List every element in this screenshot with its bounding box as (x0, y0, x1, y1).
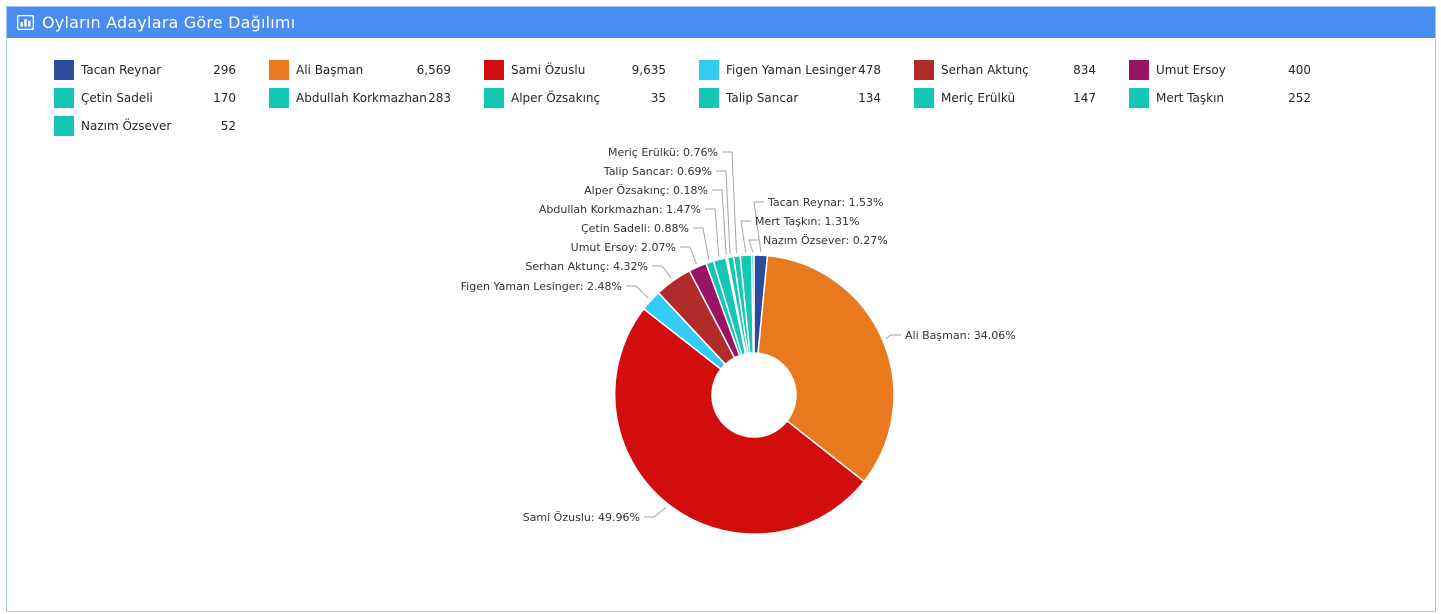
legend-color-swatch (914, 60, 934, 80)
legend-value: 134 (858, 91, 881, 105)
slice-label: Figen Yaman Lesinger: 2.48% (461, 280, 622, 293)
label-connector-line (644, 507, 667, 518)
page-title: Oyların Adaylara Göre Dağılımı (42, 13, 296, 32)
legend-label: Figen Yaman Lesinger (726, 63, 857, 77)
legend-label: Mert Taşkın (1156, 91, 1225, 105)
slice-label: Nazım Özsever: 0.27% (763, 234, 888, 247)
legend-color-swatch (699, 88, 719, 108)
legend-label: Alper Özsakınç (511, 91, 601, 105)
legend-item[interactable]: Alper Özsakınç 35 (484, 88, 666, 108)
legend-color-swatch (484, 60, 504, 80)
label-connector-line (680, 246, 697, 265)
legend-item[interactable]: Çetin Sadeli 170 (54, 88, 236, 108)
legend-item[interactable]: Tacan Reynar 296 (54, 60, 236, 80)
legend-color-swatch (54, 60, 74, 80)
label-connector-line (885, 334, 901, 340)
legend-item[interactable]: Figen Yaman Lesinger 478 (699, 60, 881, 80)
legend-value: 252 (1288, 91, 1311, 105)
donut-chart: Tacan Reynar: 1.53% Ali Başman: 34.06% Sam… (461, 146, 1016, 535)
legend-value: 478 (858, 63, 881, 77)
legend-label: Sami Özuslu (511, 63, 586, 77)
legend-item[interactable]: Abdullah Korkmazhan 283 (269, 88, 451, 108)
pie-slice[interactable] (750, 254, 755, 354)
legend-value: 400 (1288, 63, 1311, 77)
legend-value: 52 (220, 119, 236, 133)
legend-item[interactable]: Umut Ersoy 400 (1129, 60, 1311, 80)
label-connector-line (748, 239, 759, 253)
legend-label: Meriç Erülkü (941, 91, 1016, 105)
legend-color-swatch (1129, 60, 1149, 80)
slice-label: Mert Taşkın: 1.31% (755, 215, 860, 228)
legend-value: 170 (213, 91, 236, 105)
legend-label: Ali Başman (296, 63, 364, 77)
legend-label: Çetin Sadeli (81, 91, 153, 105)
legend-value: 147 (1073, 91, 1096, 105)
legend-value: 9,635 (631, 63, 666, 77)
label-connector-line (712, 189, 727, 255)
label-connector-line (693, 227, 710, 260)
legend-value: 6,569 (416, 63, 451, 77)
slice-label: Çetin Sadeli: 0.88% (581, 222, 689, 235)
label-connector-line (716, 170, 731, 255)
label-connector-line (626, 285, 649, 299)
legend-label: Nazım Özsever (81, 119, 172, 133)
slice-label: Ali Başman: 34.06% (905, 329, 1016, 342)
legend-label: Serhan Aktunç (941, 63, 1029, 77)
slice-label: Abdullah Korkmazhan: 1.47% (539, 203, 701, 216)
slice-label: Meriç Erülkü: 0.76% (608, 146, 718, 159)
label-connector-line (652, 265, 672, 279)
chart-panel: Oyların Adaylara Göre Dağılımı Tacan Rey… (6, 6, 1436, 612)
legend-color-swatch (269, 60, 289, 80)
legend-label: Talip Sancar (726, 91, 799, 105)
legend-color-swatch (54, 88, 74, 108)
slice-label: Serhan Aktunç: 4.32% (525, 260, 648, 273)
legend-color-swatch (914, 88, 934, 108)
pie-slice[interactable] (613, 308, 865, 535)
legend-item[interactable]: Nazım Özsever 52 (54, 116, 236, 136)
label-connector-line (740, 220, 751, 253)
legend-color-swatch (699, 60, 719, 80)
label-connector-line (753, 201, 764, 253)
bar-chart-icon (17, 15, 34, 30)
legend-label: Tacan Reynar (81, 63, 162, 77)
label-connector-line (705, 208, 720, 257)
label-connector-line (722, 151, 737, 254)
pie-slice[interactable] (757, 254, 895, 483)
legend-label: Abdullah Korkmazhan (296, 91, 427, 105)
legend-item[interactable]: Serhan Aktunç 834 (914, 60, 1096, 80)
slice-label: Alper Özsakınç: 0.18% (584, 184, 708, 197)
legend-item[interactable]: Meriç Erülkü 147 (914, 88, 1096, 108)
slice-label: Tacan Reynar: 1.53% (767, 196, 884, 209)
legend-value: 35 (650, 91, 666, 105)
legend-value: 296 (213, 63, 236, 77)
legend-value: 834 (1073, 63, 1096, 77)
legend-color-swatch (484, 88, 504, 108)
slice-label: Sami Özuslu: 49.96% (523, 511, 640, 524)
legend-item[interactable]: Talip Sancar 134 (699, 88, 881, 108)
legend-item[interactable]: Sami Özuslu 9,635 (484, 60, 666, 80)
chart-legend: Tacan Reynar 296 Ali Başman 6,569 Sami Özusl… (7, 38, 1435, 136)
legend-label: Umut Ersoy (1156, 63, 1226, 77)
legend-item[interactable]: Ali Başman 6,569 (269, 60, 451, 80)
legend-color-swatch (54, 116, 74, 136)
legend-value: 283 (428, 91, 451, 105)
slice-label: Umut Ersoy: 2.07% (571, 241, 676, 254)
legend-item[interactable]: Mert Taşkın 252 (1129, 88, 1311, 108)
slice-label: Talip Sancar: 0.69% (603, 165, 712, 178)
panel-header: Oyların Adaylara Göre Dağılımı (7, 7, 1435, 38)
legend-color-swatch (269, 88, 289, 108)
legend-color-swatch (1129, 88, 1149, 108)
